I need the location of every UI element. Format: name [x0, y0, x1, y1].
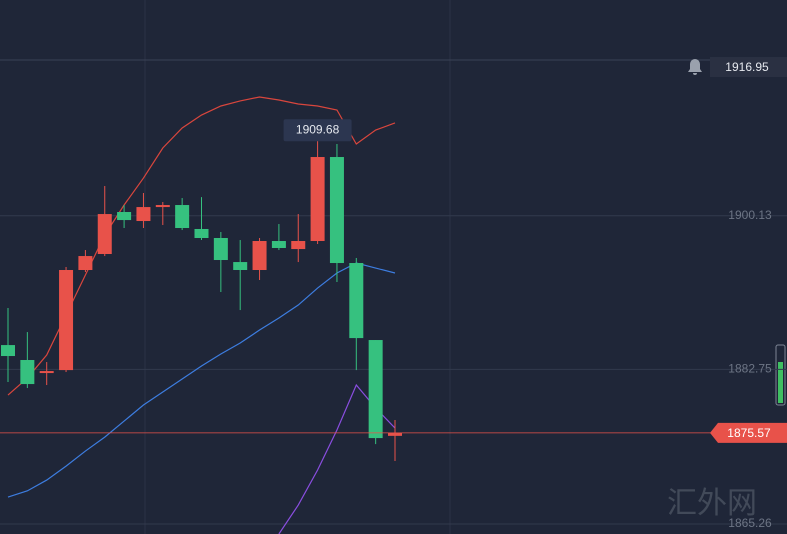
candle-body: [194, 228, 209, 239]
candle-body: [388, 432, 402, 436]
alert-box: [710, 57, 787, 78]
candle-body: [213, 238, 228, 261]
candle-body: [1, 345, 15, 357]
price-tag-label: 1875.57: [727, 426, 771, 440]
candle-body: [117, 212, 132, 221]
bell-icon: [688, 59, 702, 76]
candle-body: [78, 256, 93, 271]
y-tick-label: 1900.13: [728, 208, 772, 222]
high-marker-label: 1909.68: [296, 122, 340, 136]
candle-body: [175, 205, 190, 229]
candle-body: [252, 241, 267, 271]
zoom-slider[interactable]: [775, 344, 786, 406]
price-tag: [710, 422, 787, 443]
candle-body: [233, 262, 248, 271]
candle-body: [368, 340, 383, 439]
zoom-slider-fill: [778, 362, 783, 403]
candle-body: [136, 207, 151, 222]
watermark: 汇外网: [667, 487, 757, 520]
candle-body: [310, 157, 325, 242]
y-tick-label: 1865.26: [728, 516, 772, 530]
candle-body: [291, 241, 306, 250]
candle-body: [20, 360, 35, 385]
alert-label: 1916.95: [725, 60, 769, 74]
candle-body: [155, 205, 170, 208]
candle-body: [329, 157, 344, 264]
candle-body: [59, 270, 74, 371]
high-marker-box: [283, 119, 352, 142]
candle-body: [349, 263, 364, 339]
candle-body: [271, 241, 286, 248]
y-tick-label: 1882.75: [728, 362, 772, 376]
indicator-line: [7, 262, 396, 498]
candle-body: [97, 214, 112, 255]
candle-body: [39, 371, 54, 374]
